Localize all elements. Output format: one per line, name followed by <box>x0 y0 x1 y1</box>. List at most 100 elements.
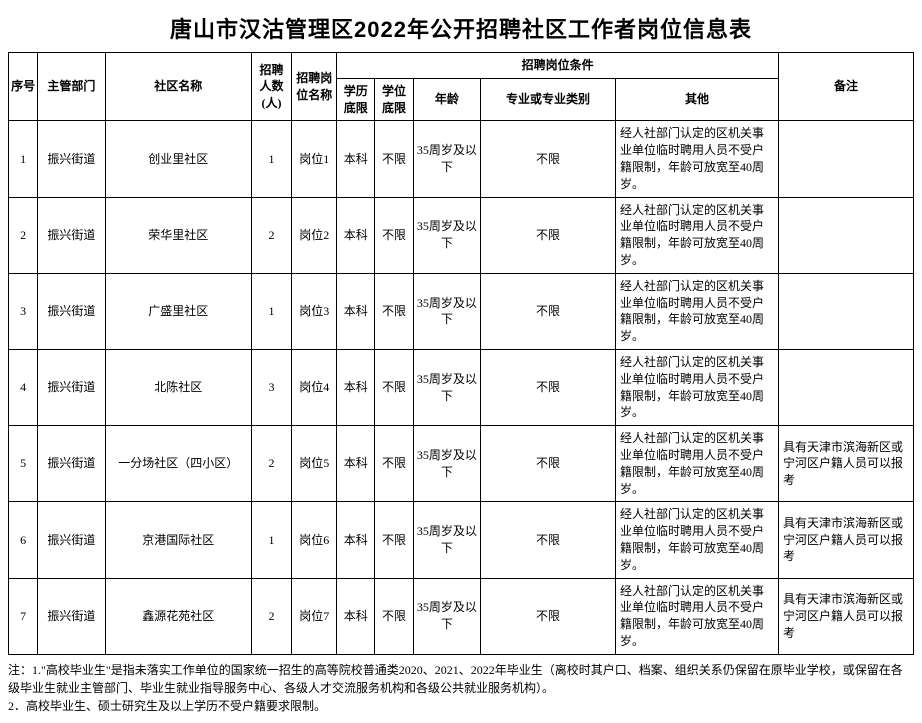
table-cell: 振兴街道 <box>38 121 105 197</box>
table-cell: 一分场社区（四小区） <box>105 426 251 502</box>
table-cell: 不限 <box>375 273 413 349</box>
table-cell: 经人社部门认定的区机关事业单位临时聘用人员不受户籍限制，年龄可放宽至40周岁。 <box>615 426 778 502</box>
table-cell: 本科 <box>337 349 375 425</box>
table-cell: 振兴街道 <box>38 426 105 502</box>
table-cell <box>779 197 914 273</box>
table-cell: 岗位1 <box>292 121 337 197</box>
table-cell: 4 <box>9 349 38 425</box>
table-cell: 经人社部门认定的区机关事业单位临时聘用人员不受户籍限制，年龄可放宽至40周岁。 <box>615 197 778 273</box>
table-row: 7振兴街道鑫源花苑社区2岗位7本科不限35周岁及以下不限经人社部门认定的区机关事… <box>9 578 914 654</box>
table-cell: 不限 <box>481 121 616 197</box>
table-cell: 6 <box>9 502 38 578</box>
table-cell: 岗位4 <box>292 349 337 425</box>
table-row: 3振兴街道广盛里社区1岗位3本科不限35周岁及以下不限经人社部门认定的区机关事业… <box>9 273 914 349</box>
table-cell: 振兴街道 <box>38 502 105 578</box>
th-position: 招聘岗位名称 <box>292 53 337 121</box>
table-cell: 35周岁及以下 <box>413 578 480 654</box>
table-cell: 3 <box>251 349 291 425</box>
table-cell: 本科 <box>337 578 375 654</box>
table-cell: 2 <box>251 578 291 654</box>
table-cell: 35周岁及以下 <box>413 197 480 273</box>
table-cell: 经人社部门认定的区机关事业单位临时聘用人员不受户籍限制，年龄可放宽至40周岁。 <box>615 502 778 578</box>
th-degree: 学位底限 <box>375 78 413 121</box>
table-row: 6振兴街道京港国际社区1岗位6本科不限35周岁及以下不限经人社部门认定的区机关事… <box>9 502 914 578</box>
table-row: 5振兴街道一分场社区（四小区）2岗位5本科不限35周岁及以下不限经人社部门认定的… <box>9 426 914 502</box>
table-cell: 3 <box>9 273 38 349</box>
th-community: 社区名称 <box>105 53 251 121</box>
table-cell: 经人社部门认定的区机关事业单位临时聘用人员不受户籍限制，年龄可放宽至40周岁。 <box>615 273 778 349</box>
table-row: 4振兴街道北陈社区3岗位4本科不限35周岁及以下不限经人社部门认定的区机关事业单… <box>9 349 914 425</box>
table-cell: 不限 <box>375 578 413 654</box>
table-cell: 不限 <box>481 197 616 273</box>
table-cell: 经人社部门认定的区机关事业单位临时聘用人员不受户籍限制，年龄可放宽至40周岁。 <box>615 578 778 654</box>
table-cell: 创业里社区 <box>105 121 251 197</box>
table-cell: 不限 <box>481 349 616 425</box>
table-cell <box>779 349 914 425</box>
page-title: 唐山市汉沽管理区2022年公开招聘社区工作者岗位信息表 <box>8 12 914 44</box>
table-cell: 不限 <box>481 578 616 654</box>
th-dept: 主管部门 <box>38 53 105 121</box>
table-cell: 35周岁及以下 <box>413 121 480 197</box>
table-cell: 1 <box>251 273 291 349</box>
th-seq: 序号 <box>9 53 38 121</box>
table-cell: 1 <box>251 502 291 578</box>
table-cell: 35周岁及以下 <box>413 349 480 425</box>
table-cell: 本科 <box>337 273 375 349</box>
table-cell: 本科 <box>337 426 375 502</box>
table-cell <box>779 121 914 197</box>
table-cell: 1 <box>251 121 291 197</box>
table-cell: 不限 <box>375 197 413 273</box>
table-cell: 经人社部门认定的区机关事业单位临时聘用人员不受户籍限制，年龄可放宽至40周岁。 <box>615 349 778 425</box>
table-cell: 不限 <box>375 502 413 578</box>
th-other: 其他 <box>615 78 778 121</box>
table-cell: 不限 <box>375 426 413 502</box>
table-cell: 不限 <box>481 426 616 502</box>
footnotes: 注：1."高校毕业生"是指未落实工作单位的国家统一招生的高等院校普通类2020、… <box>8 661 914 715</box>
table-cell: 1 <box>9 121 38 197</box>
table-cell: 岗位5 <box>292 426 337 502</box>
table-cell: 5 <box>9 426 38 502</box>
table-cell: 具有天津市滨海新区或宁河区户籍人员可以报考 <box>779 578 914 654</box>
table-cell: 广盛里社区 <box>105 273 251 349</box>
table-cell: 不限 <box>481 273 616 349</box>
th-education: 学历底限 <box>337 78 375 121</box>
table-cell: 2 <box>251 197 291 273</box>
table-cell: 35周岁及以下 <box>413 426 480 502</box>
table-cell: 岗位3 <box>292 273 337 349</box>
table-cell: 7 <box>9 578 38 654</box>
th-age: 年龄 <box>413 78 480 121</box>
table-cell: 本科 <box>337 502 375 578</box>
table-cell: 鑫源花苑社区 <box>105 578 251 654</box>
table-cell: 35周岁及以下 <box>413 273 480 349</box>
footnote-2: 2．高校毕业生、硕士研究生及以上学历不受户籍要求限制。 <box>8 697 914 715</box>
table-cell: 振兴街道 <box>38 578 105 654</box>
table-cell: 不限 <box>375 349 413 425</box>
job-table: 序号 主管部门 社区名称 招聘人数(人) 招聘岗位名称 招聘岗位条件 备注 学历… <box>8 52 914 655</box>
th-count: 招聘人数(人) <box>251 53 291 121</box>
th-conditions: 招聘岗位条件 <box>337 53 779 79</box>
table-cell: 具有天津市滨海新区或宁河区户籍人员可以报考 <box>779 426 914 502</box>
table-cell: 本科 <box>337 197 375 273</box>
table-cell <box>779 273 914 349</box>
table-cell: 经人社部门认定的区机关事业单位临时聘用人员不受户籍限制，年龄可放宽至40周岁。 <box>615 121 778 197</box>
table-cell: 振兴街道 <box>38 273 105 349</box>
table-cell: 不限 <box>375 121 413 197</box>
table-cell: 2 <box>9 197 38 273</box>
table-cell: 不限 <box>481 502 616 578</box>
table-row: 2振兴街道荣华里社区2岗位2本科不限35周岁及以下不限经人社部门认定的区机关事业… <box>9 197 914 273</box>
table-cell: 振兴街道 <box>38 349 105 425</box>
th-major: 专业或专业类别 <box>481 78 616 121</box>
table-cell: 本科 <box>337 121 375 197</box>
table-cell: 35周岁及以下 <box>413 502 480 578</box>
table-cell: 2 <box>251 426 291 502</box>
table-row: 1振兴街道创业里社区1岗位1本科不限35周岁及以下不限经人社部门认定的区机关事业… <box>9 121 914 197</box>
table-cell: 振兴街道 <box>38 197 105 273</box>
table-cell: 岗位2 <box>292 197 337 273</box>
table-cell: 荣华里社区 <box>105 197 251 273</box>
table-cell: 岗位7 <box>292 578 337 654</box>
th-remark: 备注 <box>779 53 914 121</box>
table-cell: 岗位6 <box>292 502 337 578</box>
table-cell: 北陈社区 <box>105 349 251 425</box>
table-cell: 具有天津市滨海新区或宁河区户籍人员可以报考 <box>779 502 914 578</box>
table-cell: 京港国际社区 <box>105 502 251 578</box>
